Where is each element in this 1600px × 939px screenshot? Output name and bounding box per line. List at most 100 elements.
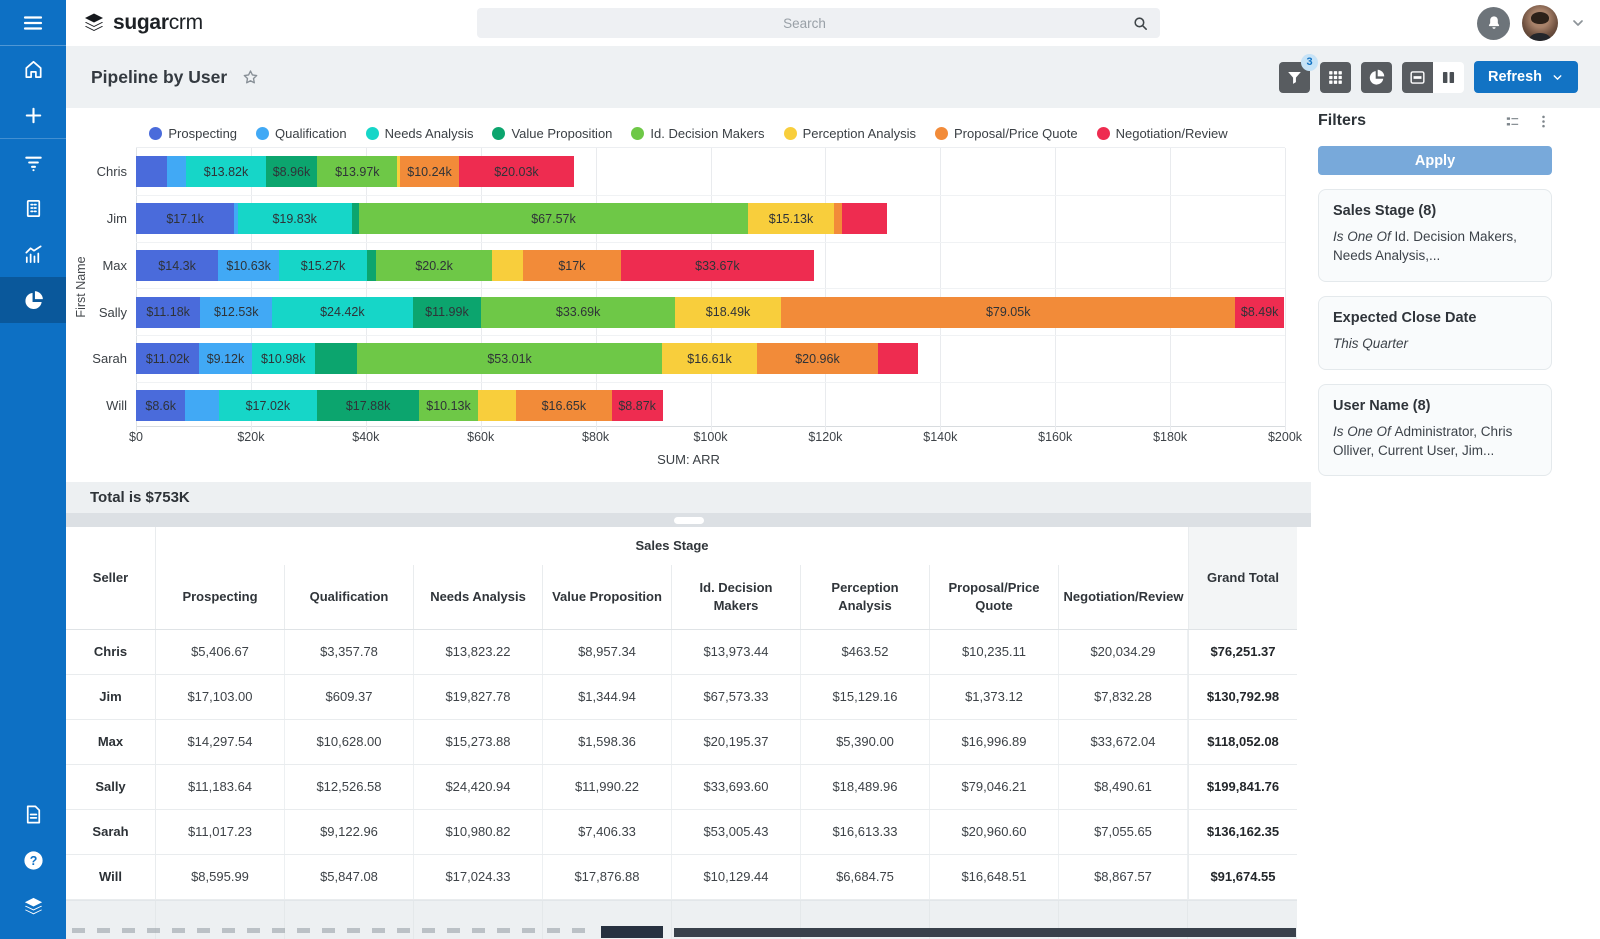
bar-segment-needs-analysis[interactable]: $19.83k [237, 203, 352, 235]
bar-segment-value-proposition[interactable] [366, 250, 377, 282]
bar-segment-value-proposition[interactable]: $8.96k [265, 156, 318, 188]
refresh-button[interactable]: Refresh [1474, 61, 1578, 93]
legend-item[interactable]: Id. Decision Makers [631, 126, 765, 141]
sidebar-item-funnel-lines[interactable] [0, 139, 66, 185]
filter-button[interactable]: 3 [1279, 53, 1318, 93]
sidebar-item-document[interactable] [0, 791, 66, 837]
clipped-row-block [601, 925, 663, 938]
bar-segment-negotiation-review[interactable]: $8.87k [611, 390, 663, 422]
bar-segment-prospecting[interactable]: $8.6k [136, 390, 186, 422]
filter-card[interactable]: User Name (8) Is One Of Administrator, Ch… [1318, 383, 1552, 477]
gridline [825, 148, 827, 432]
stage-column-header: Perception Analysis [801, 564, 930, 629]
kebab-menu-icon[interactable] [1535, 113, 1552, 130]
sidebar-item-chart-line[interactable] [0, 231, 66, 277]
bar-segment-negotiation-review[interactable]: $33.67k [620, 250, 815, 282]
bar-segment-qualification[interactable]: $9.12k [199, 343, 252, 375]
pivot-table-header: Seller Sales Stage Grand Total Prospecti… [66, 526, 1297, 630]
bar-segment-perception-analysis[interactable] [397, 156, 401, 188]
split-rows-button[interactable] [1402, 61, 1433, 93]
list-view-icon[interactable] [1504, 113, 1521, 130]
notifications-button[interactable] [1477, 6, 1510, 40]
legend-item[interactable]: Needs Analysis [365, 126, 473, 141]
value-cell: $10,235.11 [930, 629, 1059, 674]
bar-segment-needs-analysis[interactable]: $15.27k [279, 250, 367, 282]
sidebar-item-building[interactable] [0, 185, 66, 231]
bar-segment-perception-analysis[interactable] [477, 390, 517, 422]
bar-segment-needs-analysis[interactable]: $24.42k [272, 296, 413, 328]
bar-segment-perception-analysis[interactable]: $15.13k [747, 203, 835, 235]
sidebar-item-home[interactable] [0, 46, 66, 92]
bar-segment-perception-analysis[interactable]: $18.49k [674, 296, 782, 328]
legend-color-dot [256, 127, 270, 141]
value-cell: $67,573.33 [672, 674, 801, 719]
split-columns-button[interactable] [1433, 61, 1464, 93]
chart-table-splitter[interactable] [66, 513, 1311, 527]
bar-segment-id-decision-makers[interactable]: $13.97k [317, 156, 398, 188]
sidebar-item-pie-chart[interactable] [0, 277, 66, 323]
bar-segment-negotiation-review[interactable] [877, 343, 919, 375]
legend-item[interactable]: Negotiation/Review [1096, 126, 1228, 141]
bar-segment-negotiation-review[interactable]: $8.49k [1235, 296, 1285, 328]
bar-segment-negotiation-review[interactable]: $20.03k [458, 156, 574, 188]
legend-item[interactable]: Prospecting [149, 126, 237, 141]
bar-segment-qualification[interactable] [185, 390, 219, 422]
bar-segment-needs-analysis[interactable]: $13.82k [186, 156, 266, 188]
sidebar-item-plus[interactable] [0, 92, 66, 138]
splitter-drag-handle[interactable] [673, 517, 704, 525]
grid-view-button[interactable] [1320, 61, 1351, 93]
bar-segment-id-decision-makers[interactable]: $10.13k [419, 390, 478, 422]
sidebar-item-help[interactable]: ? [0, 837, 66, 883]
bar-segment-negotiation-review[interactable] [842, 203, 888, 235]
filters-title: Filters [1318, 112, 1367, 129]
sidebar-item-layers[interactable] [0, 883, 66, 929]
filter-card[interactable]: Sales Stage (8) Is One Of Id. Decision Ma… [1318, 189, 1552, 282]
legend-item[interactable]: Qualification [256, 126, 347, 141]
filter-card[interactable]: Expected Close Date This Quarter [1318, 295, 1552, 370]
bar-segment-perception-analysis[interactable]: $16.61k [661, 343, 758, 375]
bar-segment-prospecting[interactable]: $11.02k [136, 343, 200, 375]
bar-segment-id-decision-makers[interactable]: $33.69k [481, 296, 675, 328]
bar-segment-prospecting[interactable]: $11.18k [136, 296, 201, 328]
user-avatar[interactable] [1522, 5, 1558, 41]
search-icon[interactable] [1132, 15, 1149, 32]
bar-segment-qualification[interactable]: $10.63k [218, 250, 280, 282]
bar-segment-qualification[interactable]: $12.53k [200, 296, 273, 328]
hamburger-menu-button[interactable] [0, 0, 66, 46]
bar-segment-proposal-price-quote[interactable]: $79.05k [781, 296, 1236, 328]
sugarcrm-logo[interactable]: sugarcrm [82, 10, 203, 36]
bar-segment-prospecting[interactable]: $17.1k [136, 203, 235, 235]
apply-filters-button[interactable]: Apply [1318, 146, 1552, 175]
bar-segment-value-proposition[interactable] [314, 343, 358, 375]
favorite-star-icon[interactable] [241, 68, 260, 87]
bar-segment-proposal-price-quote[interactable]: $10.24k [400, 156, 459, 188]
bar-segment-proposal-price-quote[interactable] [834, 203, 843, 235]
search-input[interactable] [477, 15, 1132, 31]
bar-segment-proposal-price-quote[interactable]: $17k [523, 250, 621, 282]
bar-segment-value-proposition[interactable] [351, 203, 360, 235]
bar-segment-perception-analysis[interactable] [492, 250, 524, 282]
bar-segment-qualification[interactable] [234, 203, 238, 235]
grand-total-cell: $76,251.37 [1188, 629, 1297, 674]
bar-segment-needs-analysis[interactable]: $10.98k [251, 343, 315, 375]
bar-segment-id-decision-makers[interactable]: $53.01k [357, 343, 662, 375]
grand-total-cell: $199,841.76 [1188, 764, 1297, 809]
bar-segment-value-proposition[interactable]: $17.88k [316, 390, 420, 422]
bar-segment-proposal-price-quote[interactable]: $20.96k [757, 343, 878, 375]
legend-item[interactable]: Proposal/Price Quote [935, 126, 1078, 141]
legend-item[interactable]: Perception Analysis [783, 126, 916, 141]
legend-color-dot [783, 127, 797, 141]
bar-segment-prospecting[interactable] [136, 156, 168, 188]
legend-item[interactable]: Value Proposition [492, 126, 612, 141]
bar-segment-prospecting[interactable]: $14.3k [136, 250, 219, 282]
x-tick-label: $0 [129, 430, 143, 445]
profile-chevron-down-icon[interactable] [1570, 15, 1586, 31]
bar-segment-needs-analysis[interactable]: $17.02k [218, 390, 317, 422]
value-cell: $10,628.00 [285, 719, 414, 764]
bar-segment-id-decision-makers[interactable]: $20.2k [376, 250, 493, 282]
bar-segment-id-decision-makers[interactable]: $67.57k [359, 203, 748, 235]
bar-segment-qualification[interactable] [167, 156, 187, 188]
bar-segment-proposal-price-quote[interactable]: $16.65k [516, 390, 612, 422]
bar-segment-value-proposition[interactable]: $11.99k [412, 296, 482, 328]
chart-view-button[interactable] [1361, 61, 1392, 93]
